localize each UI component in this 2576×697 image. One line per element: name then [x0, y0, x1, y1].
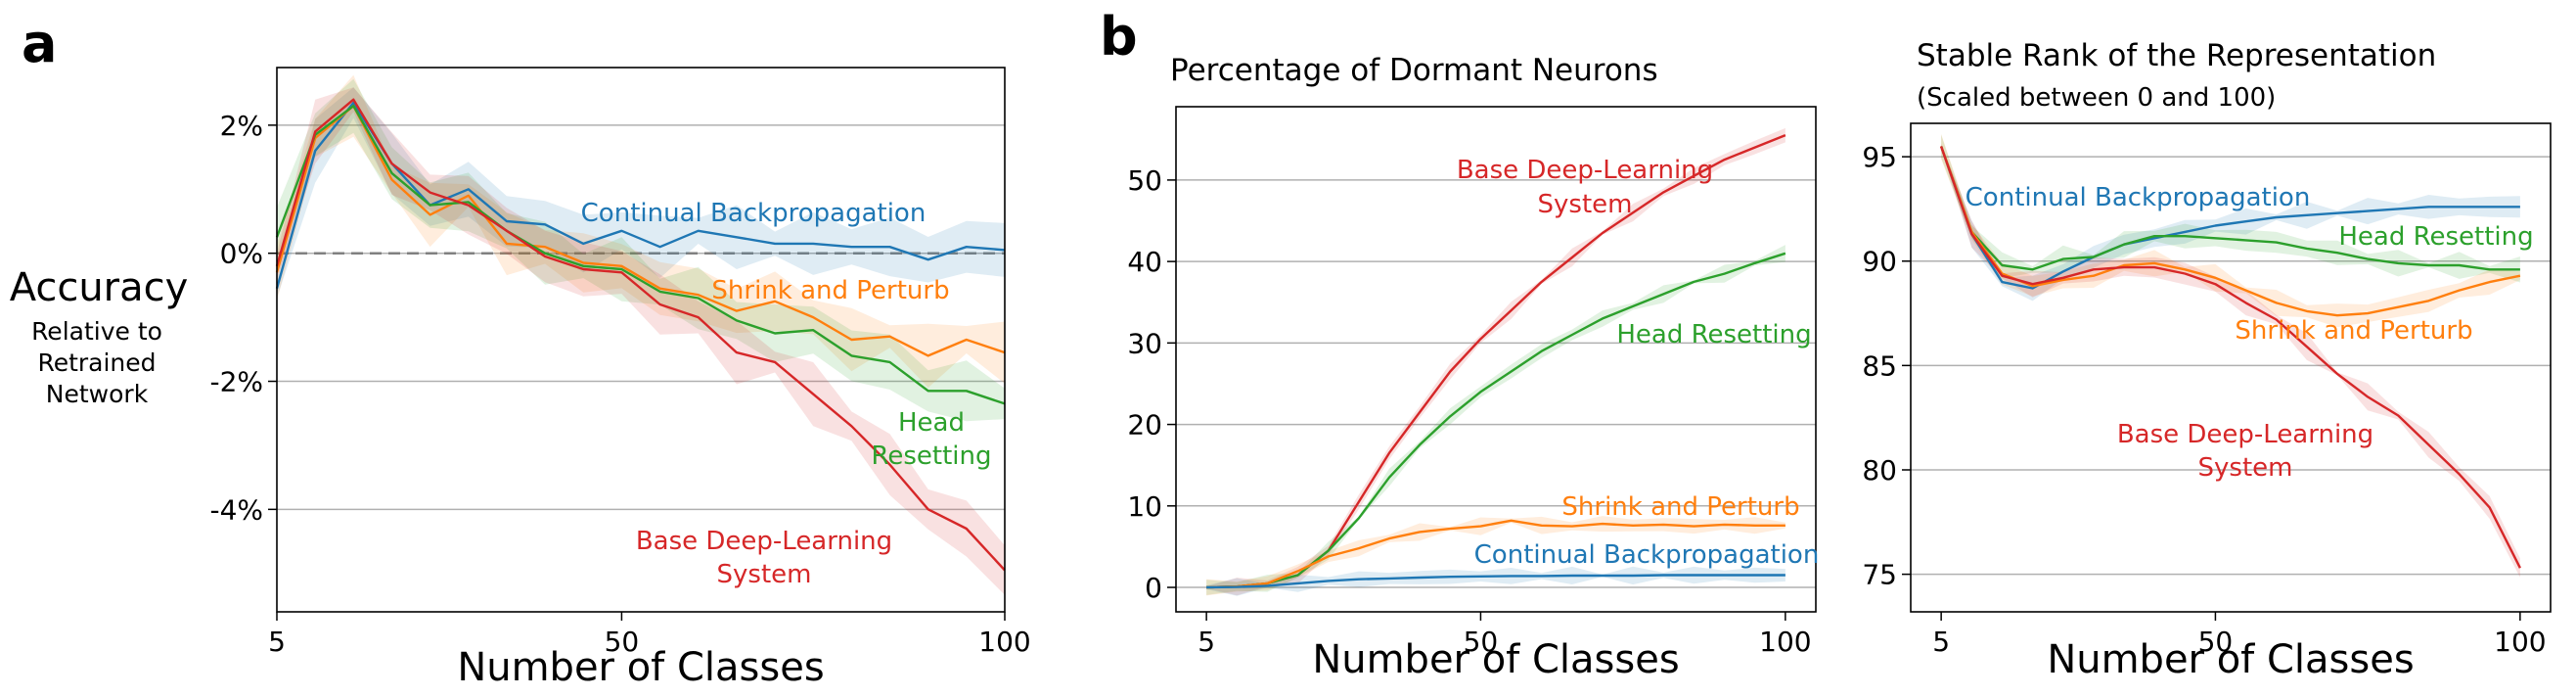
panel-b2-label-shrink: Shrink and Perturb	[2235, 316, 2472, 346]
y-tick-label: 85	[1862, 349, 1897, 382]
series-line-head	[1206, 252, 1786, 589]
panel-b2-lines	[1939, 146, 2521, 569]
series-line-continual	[275, 101, 1006, 290]
panel-a-label-base-1: Base Deep-Learning	[636, 527, 892, 556]
series-band-base	[277, 87, 1005, 595]
panel-b1-label-shrink: Shrink and Perturb	[1561, 492, 1799, 522]
y-tick-label: 80	[1862, 454, 1897, 487]
panel-a-ylabel-sub-3: Network	[46, 380, 149, 408]
panel-b2-subtitle: (Scaled between 0 and 100)	[1917, 83, 2276, 113]
panel-a-ticks: 2% 0% -2% -4% 5 50 100	[209, 110, 1030, 658]
panel-b2-title: Stable Rank of the Representation	[1917, 38, 2436, 73]
series-band-shrink	[277, 74, 1005, 388]
y-tick-label: 40	[1127, 246, 1162, 278]
series-line-base	[275, 98, 1006, 572]
panel-b1-xlabel: Number of Classes	[1312, 637, 1679, 682]
panel-b2-frame	[1910, 122, 2552, 613]
y-tick-label: -2%	[209, 366, 263, 398]
panel-a-lines	[275, 98, 1006, 572]
panel-b2-label-base-1: Base Deep-Learning	[2117, 420, 2373, 449]
panel-b2-xlabel: Number of Classes	[2047, 637, 2414, 682]
x-tick-label: 50	[605, 626, 640, 658]
y-tick-label: -4%	[209, 493, 263, 526]
panel-b1-ticks: 0 10 20 30 40 50 5 50 100	[1127, 164, 1811, 658]
series-line-head	[275, 105, 1006, 405]
x-tick-label: 100	[2494, 626, 2546, 658]
y-tick-label: 0%	[220, 238, 263, 270]
series-line-shrink	[275, 105, 1006, 357]
x-tick-label: 50	[2198, 626, 2234, 658]
panel-a-accuracy-chart: 2% 0% -2% -4% 5 50 100 Accuracy Relative to Re…	[10, 67, 1031, 690]
series-line-shrink	[1939, 146, 2521, 317]
panel-a-ylabel-sub-2: Retrained	[37, 348, 156, 377]
panel-b2-ticks: 95 90 85 80 75 5 50 100	[1862, 141, 2546, 658]
panel-b1-frame	[1175, 106, 1817, 613]
panel-a-label-head-2: Resetting	[871, 441, 991, 471]
panel-a-label-head-1: Head	[898, 408, 965, 438]
panel-b1-label-base-2: System	[1538, 190, 1633, 219]
series-line-head	[1939, 146, 2520, 271]
y-tick-label: 0	[1145, 572, 1162, 604]
x-tick-label: 5	[268, 626, 286, 658]
series-band-head	[1206, 245, 1785, 595]
series-line-shrink	[1206, 519, 1785, 589]
panel-b1-label-continual: Continual Backpropagation	[1474, 540, 1820, 570]
panel-b1-lines	[1206, 133, 1786, 589]
x-tick-label: 5	[1198, 626, 1215, 658]
panel-a-xlabel: Number of Classes	[457, 645, 824, 690]
panel-b1-label-head: Head Resetting	[1616, 320, 1811, 349]
panel-b2-grid	[1911, 156, 2551, 576]
panel-a-grid	[277, 124, 1005, 511]
x-tick-label: 5	[1932, 626, 1950, 658]
y-tick-label: 10	[1127, 490, 1162, 523]
panel-b2-label-continual: Continual Backpropagation	[1966, 183, 2311, 212]
panel-b-dormant-neurons-chart: Percentage of Dormant Neurons 0 10 20 30 40 5…	[1127, 53, 1819, 682]
panel-label-a: a	[22, 13, 57, 74]
panel-b-stable-rank-chart: Stable Rank of the Representation (Scale…	[1862, 38, 2552, 682]
panel-b1-label-base-1: Base Deep-Learning	[1457, 156, 1713, 185]
y-tick-label: 95	[1862, 141, 1897, 173]
panel-b2-label-base-2: System	[2198, 453, 2293, 483]
series-band-shrink	[1941, 133, 2520, 328]
panel-label-b: b	[1100, 6, 1138, 68]
panel-a-ylabel-sub-1: Relative to	[31, 317, 162, 346]
series-band-continual	[1206, 566, 1785, 596]
series-line-continual	[1206, 574, 1785, 589]
x-tick-label: 50	[1464, 626, 1499, 658]
panel-b1-title: Percentage of Dormant Neurons	[1170, 53, 1658, 88]
panel-a-ylabel-main: Accuracy	[10, 265, 189, 310]
y-tick-label: 50	[1127, 164, 1162, 197]
panel-a-frame	[276, 67, 1006, 613]
y-tick-label: 90	[1862, 246, 1897, 278]
panel-b2-label-head: Head Resetting	[2338, 222, 2533, 252]
panel-a-label-continual: Continual Backpropagation	[581, 199, 926, 228]
y-tick-label: 30	[1127, 327, 1162, 359]
panel-b1-grid	[1176, 179, 1816, 588]
x-tick-label: 100	[1759, 626, 1811, 658]
panel-a-label-shrink: Shrink and Perturb	[711, 276, 949, 305]
series-line-base	[1939, 146, 2521, 569]
y-tick-label: 20	[1127, 409, 1162, 441]
y-tick-label: 75	[1862, 559, 1897, 591]
y-tick-label: 2%	[220, 110, 263, 142]
x-tick-label: 100	[978, 626, 1030, 658]
panel-a-label-base-2: System	[717, 560, 812, 589]
